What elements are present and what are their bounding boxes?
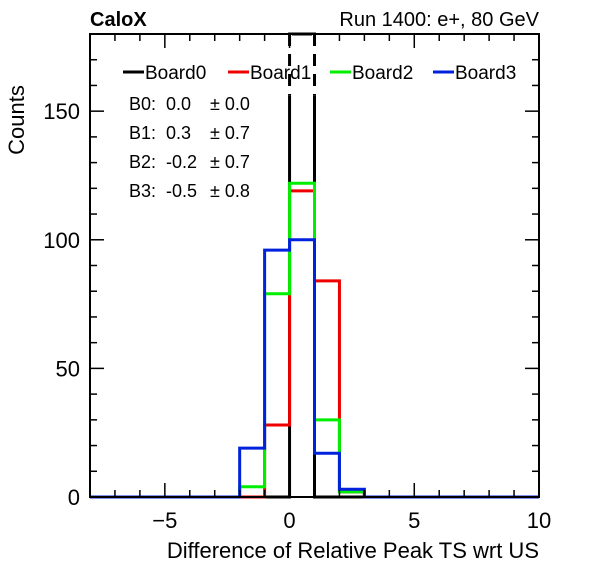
y-tick-label: 50 — [56, 356, 80, 381]
y-axis-title: Counts — [4, 85, 29, 155]
y-tick-label: 150 — [43, 99, 80, 124]
experiment-label: CaloX — [90, 9, 147, 31]
legend-label-board2: Board2 — [352, 63, 413, 84]
legend: Board0 Board1 Board2 Board3 — [123, 63, 516, 84]
run-label: Run 1400: e+, 80 GeV — [339, 9, 539, 31]
stat-error: ± 0.8 — [210, 181, 250, 201]
x-tick-label: −5 — [152, 508, 177, 533]
stat-mean: -0.5 — [166, 181, 197, 201]
stat-error: ± 0.0 — [210, 94, 250, 114]
stat-error: ± 0.7 — [210, 152, 250, 172]
y-tick-label: 0 — [68, 485, 80, 510]
stat-mean: 0.3 — [166, 123, 191, 143]
stat-error: ± 0.7 — [210, 123, 250, 143]
stat-label: B1: — [129, 123, 156, 143]
stats-box: B0: 0.0 ± 0.0 B1: 0.3 ± 0.7 B2: -0.2 ± 0.7 B3: -0.… — [129, 94, 250, 201]
stat-mean: -0.2 — [166, 152, 197, 172]
x-tick-label: 10 — [527, 508, 551, 533]
x-axis-title: Difference of Relative Peak TS wrt US — [167, 538, 539, 563]
stat-label: B2: — [129, 152, 156, 172]
x-tick-label: 5 — [408, 508, 420, 533]
legend-label-board0: Board0 — [145, 63, 206, 84]
stat-label: B3: — [129, 181, 156, 201]
legend-label-board3: Board3 — [455, 63, 516, 84]
x-tick-label: 0 — [283, 508, 295, 533]
stat-mean: 0.0 — [166, 94, 191, 114]
legend-label-board1: Board1 — [250, 63, 311, 84]
stat-label: B0: — [129, 94, 156, 114]
y-tick-label: 100 — [43, 228, 80, 253]
